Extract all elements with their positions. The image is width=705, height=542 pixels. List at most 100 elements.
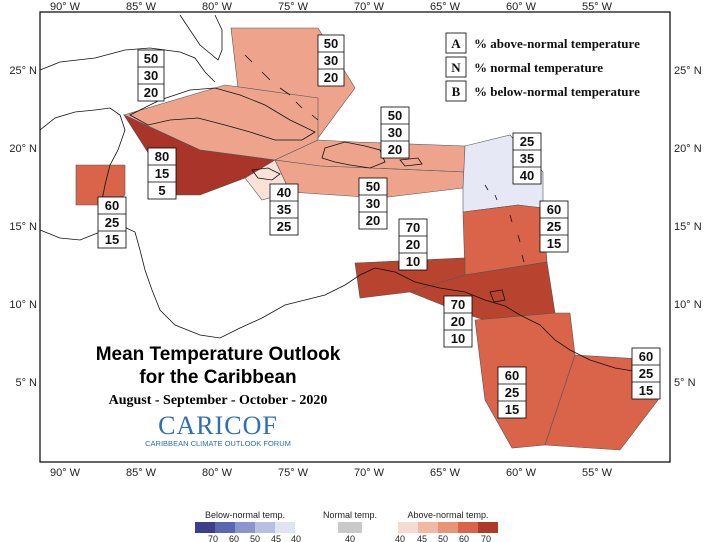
prob-above: 60 — [639, 349, 653, 364]
x-tick-top-80w: 80° W — [202, 1, 233, 13]
colorbar-below-tick: 60 — [229, 534, 239, 542]
coastline-puerto-rico — [399, 157, 423, 167]
x-tick-top-65w: 65° W — [430, 1, 461, 13]
prob-normal: 25 — [105, 215, 119, 230]
prob-above: 40 — [277, 185, 291, 200]
title-block: Mean Temperature Outlook for the Caribbe… — [96, 344, 341, 448]
x-tick-bottom-80w: 80° W — [202, 467, 233, 479]
prob-above: 50 — [144, 51, 158, 66]
prob-box-suriname-guiana: 60 25 15 — [631, 347, 661, 400]
map-title-line1: Mean Temperature Outlook — [96, 344, 341, 365]
legend-key-above: A — [451, 36, 461, 51]
colorbar-normal-title: Normal temp. — [323, 510, 377, 520]
legend-text-normal: % normal temperature — [474, 60, 603, 75]
caricof-logo: CARICOF — [158, 411, 278, 440]
legend-row-normal: N % normal temperature — [445, 56, 603, 78]
y-axis-right: 25° N 20° N 15° N 10° N 5° N — [674, 65, 702, 389]
prob-box-hispaniola-south: 50 30 20 — [358, 177, 388, 230]
prob-above: 60 — [105, 198, 119, 213]
coastline-trinidad — [489, 289, 506, 303]
x-tick-bottom-70w: 70° W — [354, 467, 385, 479]
prob-above: 50 — [388, 108, 402, 123]
prob-normal: 20 — [451, 314, 465, 329]
prob-box-leeward-islands: 25 35 40 — [512, 132, 542, 185]
prob-normal: 20 — [406, 237, 420, 252]
x-axis-top: 90° W 85° W 80° W 75° W 70° W 65° W 60° … — [50, 1, 613, 13]
y-axis-left: 25° N 20° N 15° N 10° N 5° N — [9, 65, 37, 389]
x-tick-bottom-85w: 85° W — [126, 467, 157, 479]
prob-below: 15 — [105, 232, 119, 247]
coastline-bahamas — [244, 54, 319, 121]
y-tick-right-20n: 20° N — [674, 143, 702, 155]
prob-below: 15 — [547, 236, 561, 251]
prob-below: 20 — [366, 213, 380, 228]
y-tick-left-15n: 15° N — [9, 221, 37, 233]
prob-below: 10 — [406, 254, 420, 269]
prob-below: 20 — [324, 70, 338, 85]
prob-normal: 15 — [155, 166, 169, 181]
y-tick-right-15n: 15° N — [674, 221, 702, 233]
y-tick-left-5n: 5° N — [15, 377, 37, 389]
prob-below: 10 — [451, 331, 465, 346]
prob-below: 5 — [158, 183, 165, 198]
coastline-cuba — [129, 87, 316, 141]
y-tick-right-5n: 5° N — [674, 377, 696, 389]
colorbar-above-tick: 40 — [395, 534, 405, 542]
y-tick-left-20n: 20° N — [9, 143, 37, 155]
y-tick-right-10n: 10° N — [674, 299, 702, 311]
prob-normal: 30 — [324, 53, 338, 68]
prob-above: 60 — [505, 368, 519, 383]
x-tick-top-55w: 55° W — [582, 1, 613, 13]
prob-normal: 35 — [520, 151, 534, 166]
colorbar-below-tick: 40 — [291, 534, 301, 542]
legend-row-above: A % above-normal temperature — [445, 32, 640, 54]
colorbar-below-tick: 45 — [271, 534, 281, 542]
prob-box-bahamas: 50 30 20 — [317, 34, 345, 87]
prob-box-cuba: 50 30 20 — [137, 49, 165, 102]
colorbar-above-tick: 70 — [481, 534, 491, 542]
prob-normal: 25 — [505, 385, 519, 400]
legend-key-normal: N — [451, 60, 461, 75]
prob-above: 50 — [366, 179, 380, 194]
prob-normal: 30 — [388, 125, 402, 140]
prob-box-guyana: 60 25 15 — [497, 366, 527, 419]
x-tick-top-75w: 75° W — [278, 1, 309, 13]
y-tick-left-10n: 10° N — [9, 299, 37, 311]
legend-text-below: % below-normal temperature — [474, 84, 640, 99]
prob-box-hispaniola-north: 50 30 20 — [380, 106, 410, 159]
coastline-venezuela — [374, 267, 641, 373]
colorbar-normal-tick: 40 — [345, 534, 355, 542]
prob-box-eastern-caribbean: 60 25 15 — [539, 200, 569, 253]
x-tick-top-70w: 70° W — [354, 1, 385, 13]
map-period: August - September - October - 2020 — [109, 393, 328, 408]
map-title-line2: for the Caribbean — [139, 367, 296, 388]
legend-row-below: B % below-normal temperature — [445, 80, 640, 102]
coastline-jamaica — [251, 167, 281, 181]
prob-normal: 35 — [277, 202, 291, 217]
legend-text-above: % above-normal temperature — [474, 36, 640, 51]
prob-above: 80 — [155, 149, 169, 164]
probability-labels: 50 30 20 50 30 20 80 15 5 40 35 — [97, 34, 661, 419]
colorbar-below-tick: 50 — [250, 534, 260, 542]
coastline-lesser-antilles — [484, 184, 525, 263]
coastline-yucatan — [39, 107, 126, 211]
prob-box-belize: 60 25 15 — [97, 196, 127, 249]
prob-below: 15 — [639, 383, 653, 398]
x-tick-top-90w: 90° W — [50, 1, 81, 13]
prob-box-trinidad: 70 20 10 — [443, 295, 473, 348]
x-tick-top-85w: 85° W — [126, 1, 157, 13]
prob-normal: 30 — [366, 196, 380, 211]
prob-above: 60 — [547, 202, 561, 217]
colorbar-normal: Normal temp. 40 — [323, 510, 377, 542]
map-legend: A % above-normal temperature N % normal … — [438, 26, 668, 105]
x-tick-bottom-75w: 75° W — [278, 467, 309, 479]
x-tick-bottom-65w: 65° W — [430, 467, 461, 479]
colorbar-above-tick: 50 — [438, 534, 448, 542]
prob-below: 25 — [277, 219, 291, 234]
prob-normal: 30 — [144, 68, 158, 83]
x-axis-bottom: 90° W 85° W 80° W 75° W 70° W 65° W 60° … — [50, 467, 613, 479]
colorbar-below-tick: 70 — [208, 534, 218, 542]
prob-below: 20 — [388, 142, 402, 157]
prob-above: 70 — [451, 297, 465, 312]
